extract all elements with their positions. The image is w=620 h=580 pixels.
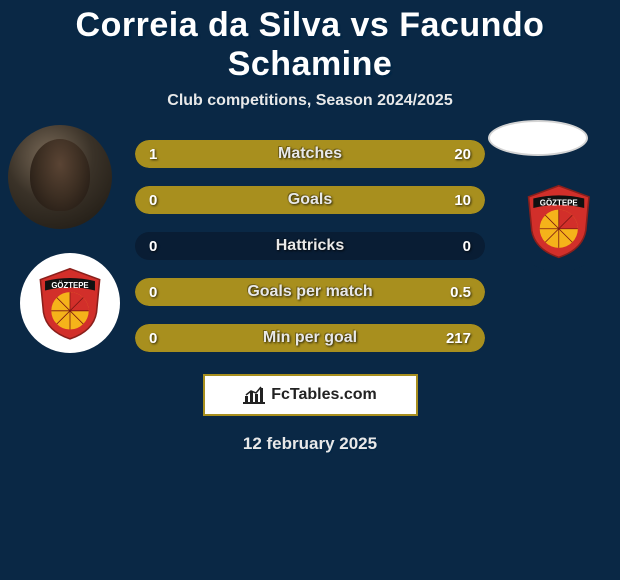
player-right-club-crest: GÖZTEPE xyxy=(508,170,610,272)
page-title: Correia da Silva vs Facundo Schamine xyxy=(0,6,620,84)
stat-value-right: 0 xyxy=(463,238,471,255)
brand-badge[interactable]: FcTables.com xyxy=(203,374,418,416)
stat-row: 1 Matches 20 xyxy=(135,140,485,168)
stat-value-right: 217 xyxy=(446,330,471,347)
stat-label: Goals xyxy=(288,191,332,209)
chart-icon xyxy=(243,386,265,404)
stat-value-right: 10 xyxy=(454,192,471,209)
crest-banner-text: GÖZTEPE xyxy=(540,199,578,208)
stat-value-left: 0 xyxy=(149,284,157,301)
stat-row: 0 Hattricks 0 xyxy=(135,232,485,260)
stat-value-left: 1 xyxy=(149,146,157,163)
stat-value-right: 0.5 xyxy=(450,284,471,301)
stat-row: 0 Goals 10 xyxy=(135,186,485,214)
crest-banner-text: GÖZTEPE xyxy=(51,281,88,290)
stat-label: Matches xyxy=(278,145,342,163)
snapshot-date: 12 february 2025 xyxy=(0,434,620,454)
player-left-club-crest: GÖZTEPE xyxy=(20,253,120,353)
stat-label: Hattricks xyxy=(276,237,344,255)
stat-label: Min per goal xyxy=(263,329,357,347)
player-right-avatar xyxy=(488,120,588,156)
stat-row: 0 Min per goal 217 xyxy=(135,324,485,352)
brand-text: FcTables.com xyxy=(271,386,377,404)
stat-label: Goals per match xyxy=(247,283,372,301)
stat-value-left: 0 xyxy=(149,192,157,209)
player-left-avatar xyxy=(8,125,112,229)
stat-row: 0 Goals per match 0.5 xyxy=(135,278,485,306)
stat-value-left: 0 xyxy=(149,238,157,255)
season-subtitle: Club competitions, Season 2024/2025 xyxy=(0,92,620,110)
stat-value-right: 20 xyxy=(454,146,471,163)
stat-value-left: 0 xyxy=(149,330,157,347)
